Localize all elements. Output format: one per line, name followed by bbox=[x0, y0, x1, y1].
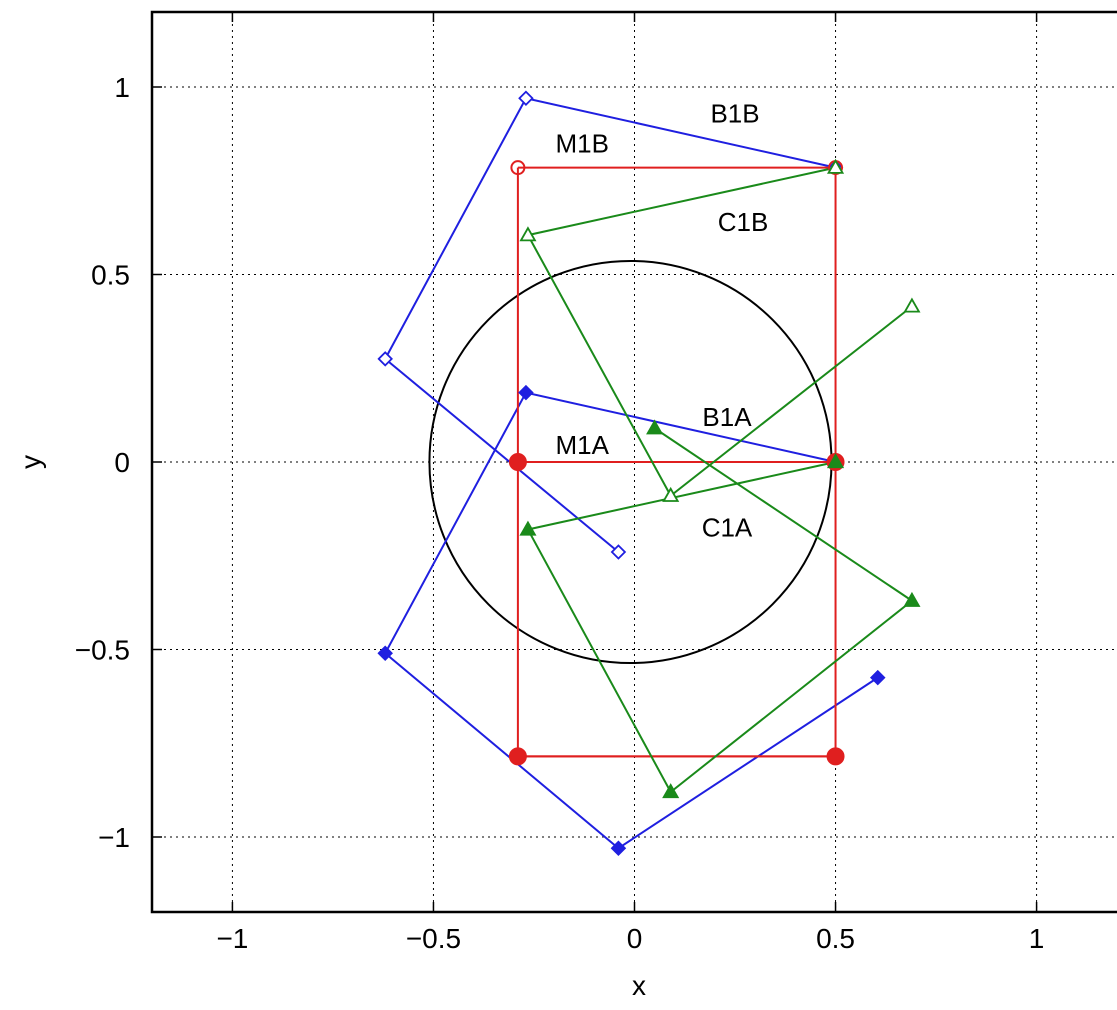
x-tick-label: 0.5 bbox=[816, 923, 855, 954]
triangle-marker bbox=[646, 419, 664, 435]
x-axis-label: x bbox=[632, 970, 646, 1001]
annotation-label: C1B bbox=[718, 207, 769, 237]
triangle-marker bbox=[826, 453, 845, 469]
annotation-label: M1A bbox=[555, 430, 609, 460]
series-line bbox=[383, 391, 879, 850]
triangle-marker bbox=[903, 297, 921, 313]
diamond-marker bbox=[518, 90, 534, 107]
diamond-marker bbox=[610, 544, 627, 560]
circle-marker bbox=[510, 160, 526, 176]
circle-marker bbox=[508, 747, 527, 766]
diamond-marker bbox=[377, 645, 393, 662]
diamond-marker bbox=[869, 669, 886, 686]
circle-marker bbox=[508, 453, 527, 471]
annotation-label: M1B bbox=[555, 128, 608, 158]
x-tick-label: −1 bbox=[216, 923, 248, 954]
x-tick-label: −0.5 bbox=[406, 923, 461, 954]
diamond-marker bbox=[377, 351, 393, 367]
y-tick-label: 0 bbox=[114, 447, 130, 478]
y-tick-label: −1 bbox=[98, 822, 130, 853]
circle-marker bbox=[826, 747, 845, 766]
axes: −1 −0.5 0 0.5 1 −1 −0.5 0 0.5 1 bbox=[75, 10, 1117, 954]
series-line bbox=[384, 358, 620, 553]
triangle-marker bbox=[662, 783, 680, 799]
y-tick-label: 0.5 bbox=[91, 260, 130, 291]
annotation-label: B1A bbox=[702, 402, 752, 432]
y-axis-label: y bbox=[15, 455, 46, 469]
x-tick-label: 1 bbox=[1029, 923, 1045, 954]
triangle-marker bbox=[826, 158, 845, 174]
triangle-marker bbox=[519, 226, 537, 242]
diamond-marker bbox=[518, 384, 534, 401]
triangle-marker bbox=[662, 486, 680, 502]
annotations: B1B M1B C1B B1A M1A C1A bbox=[555, 98, 768, 542]
annotation-label: C1A bbox=[702, 513, 753, 543]
triangle-marker bbox=[519, 520, 537, 536]
series-line bbox=[526, 166, 913, 498]
y-tick-label: −0.5 bbox=[75, 635, 130, 666]
annotation-label: B1B bbox=[710, 98, 759, 128]
y-tick-label: 1 bbox=[114, 72, 130, 103]
plot-series bbox=[377, 90, 921, 857]
x-tick-label: 0 bbox=[627, 923, 643, 954]
diamond-marker bbox=[610, 840, 627, 857]
triangle-marker bbox=[903, 591, 921, 607]
series-line bbox=[526, 427, 914, 794]
